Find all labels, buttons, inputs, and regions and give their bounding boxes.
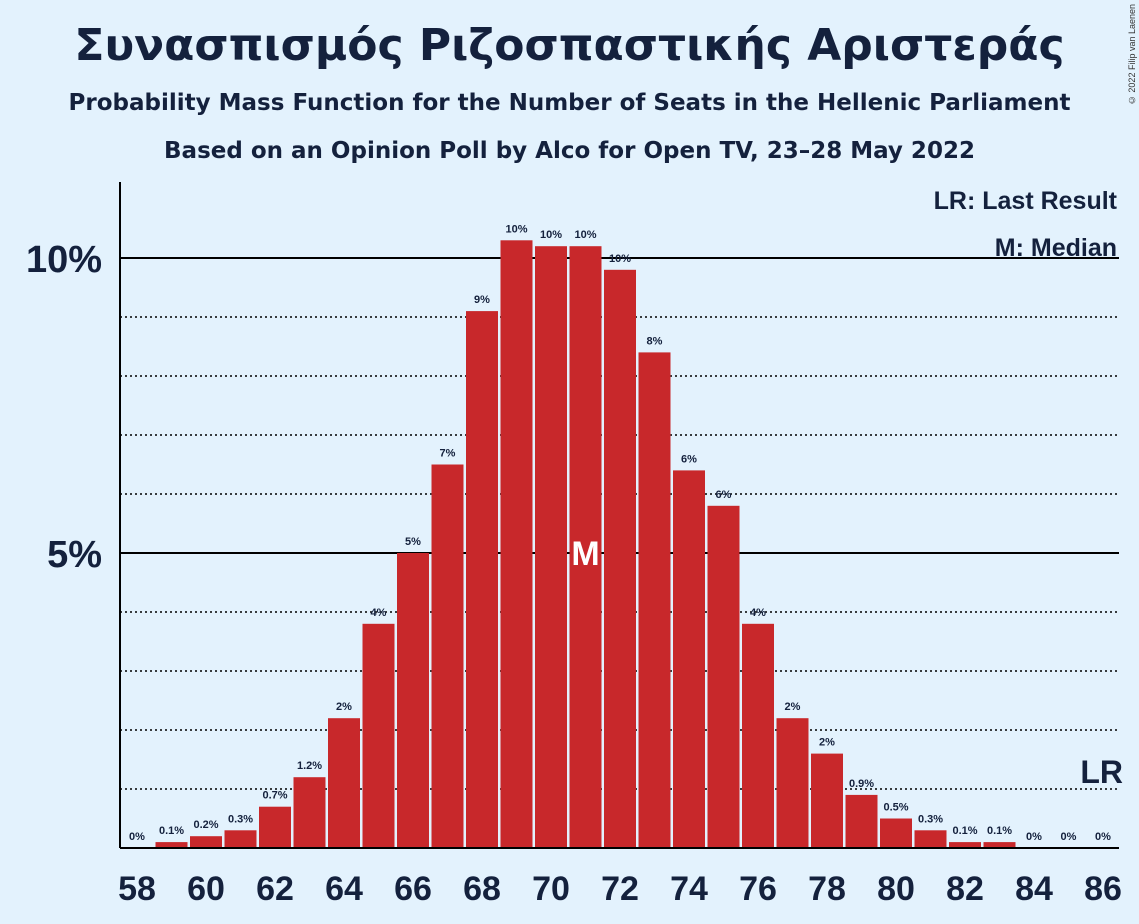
x-tick-label: 80 [877, 870, 915, 908]
data-label: 0.2% [193, 819, 218, 831]
bar-seat-74 [673, 470, 705, 848]
bar-seat-60 [190, 836, 222, 848]
data-label: 0.1% [987, 825, 1012, 837]
x-tick-label: 78 [808, 870, 846, 908]
x-tick-label: 68 [463, 870, 501, 908]
data-label: 10% [574, 229, 596, 241]
legend-last-result: LR: Last Result [934, 187, 1118, 215]
bar-seat-80 [880, 818, 912, 848]
data-label: 4% [750, 607, 766, 619]
bar-seat-79 [845, 794, 878, 848]
bar-seat-63 [293, 777, 326, 848]
last-result-marker: LR [1080, 754, 1123, 790]
legend-median: M: Median [995, 234, 1117, 262]
data-label: 5% [405, 536, 421, 548]
data-label: 6% [716, 489, 732, 501]
data-label: 2% [336, 701, 352, 713]
bar-seat-75 [707, 505, 740, 848]
data-label: 0% [1095, 831, 1111, 843]
bar-seat-78 [811, 753, 843, 848]
bar-seat-68 [466, 311, 498, 849]
bars [155, 240, 1016, 849]
grid-lines [120, 257, 1119, 790]
bar-seat-71 [569, 246, 602, 848]
x-tick-label: 72 [601, 870, 639, 908]
data-label: 0.3% [228, 813, 253, 825]
data-label: 0.1% [952, 825, 977, 837]
data-label: 2% [785, 701, 801, 713]
data-label: 10% [609, 253, 631, 265]
labels: 0% 0.1% 0.2% 0.3% 0.7% 1.2% 2% 4% 5% 7% 9% 10% 10% 10… [129, 187, 1123, 843]
bar-seat-67 [431, 464, 464, 848]
data-label: 10% [505, 223, 527, 235]
bar-seat-65 [362, 623, 395, 848]
data-label: 10% [540, 229, 562, 241]
data-label: 2% [819, 737, 835, 749]
x-tick-label: 76 [739, 870, 777, 908]
data-label: 0.9% [849, 778, 874, 790]
data-label: 7% [440, 448, 456, 460]
x-tick-label: 84 [1015, 870, 1053, 908]
x-tick-label: 82 [946, 870, 984, 908]
x-tick-label: 66 [394, 870, 432, 908]
chart-title: Συνασπισμός Ριζοσπαστικής Αριστεράς [74, 20, 1065, 71]
bar-seat-70 [535, 246, 567, 848]
x-tick-label: 64 [325, 870, 363, 908]
data-label: 9% [474, 294, 490, 306]
bar-seat-61 [224, 830, 257, 848]
bar-seat-62 [259, 806, 291, 848]
bar-seat-64 [328, 718, 360, 848]
x-tick-label: 60 [187, 870, 225, 908]
data-label: 0% [1026, 831, 1042, 843]
bar-seat-77 [776, 718, 809, 848]
bar-seat-72 [604, 269, 636, 848]
data-label: 4% [371, 607, 387, 619]
bar-seat-81 [914, 830, 947, 848]
data-label: 0.1% [159, 825, 184, 837]
data-label: 0% [129, 831, 145, 843]
x-tick-label: 58 [118, 870, 156, 908]
bar-seat-59 [155, 842, 188, 848]
chart-source: Based on an Opinion Poll by Alco for Ope… [164, 138, 975, 164]
bar-seat-76 [742, 623, 774, 848]
x-tick-label: 74 [670, 870, 708, 908]
data-label: 6% [681, 453, 697, 465]
y-tick-label: 5% [47, 534, 102, 576]
data-label: 0% [1061, 831, 1077, 843]
median-marker: M [571, 535, 599, 573]
data-label: 8% [647, 335, 663, 347]
bar-seat-82 [949, 842, 981, 848]
bar-seat-73 [638, 352, 671, 848]
data-label: 1.2% [297, 760, 322, 772]
bar-seat-66 [397, 553, 429, 848]
data-label: 0.5% [883, 802, 908, 814]
data-label: 0.3% [918, 813, 943, 825]
x-tick-label: 62 [256, 870, 294, 908]
x-tick-label: 86 [1084, 870, 1122, 908]
bar-seat-69 [500, 240, 533, 849]
y-tick-label: 10% [26, 239, 102, 281]
data-label: 0.7% [262, 790, 287, 802]
bar-seat-83 [983, 842, 1016, 848]
axes: 5% 10% 58 60 62 64 66 68 70 72 74 76 78 80 82 84 86 [26, 182, 1122, 908]
chart-subtitle: Probability Mass Function for the Number… [68, 90, 1071, 116]
x-tick-label: 70 [532, 870, 570, 908]
